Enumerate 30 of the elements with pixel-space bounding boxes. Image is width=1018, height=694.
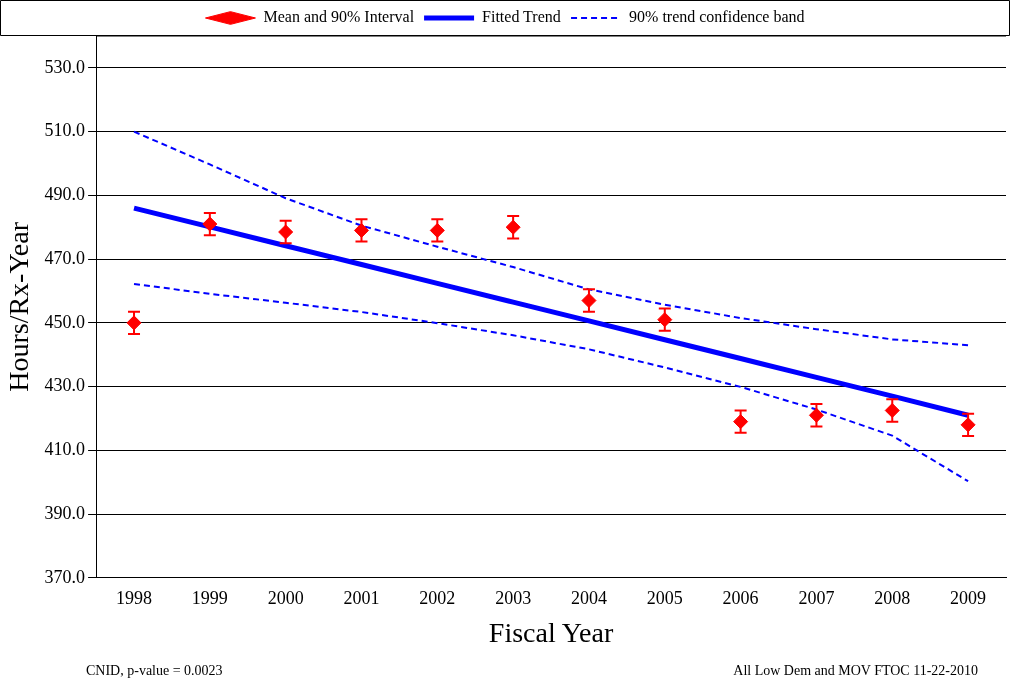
x-tick-label: 2006 (722, 588, 759, 609)
y-tick-label: 470.0 (44, 247, 86, 268)
legend-label: 90% trend confidence band (629, 8, 805, 26)
x-tick-label: 2009 (950, 588, 987, 609)
x-tick-label: 2004 (570, 588, 607, 609)
x-tick-label: 1999 (191, 588, 228, 609)
y-tick-label: 390.0 (44, 502, 86, 523)
x-tick-label: 2007 (798, 588, 835, 609)
x-tick-label: 2003 (495, 588, 532, 609)
y-tick-label: 410.0 (44, 439, 86, 460)
legend-label: Mean and 90% Interval (263, 8, 415, 26)
x-tick-label: 2005 (646, 588, 683, 609)
legend-label: Fitted Trend (482, 8, 561, 26)
y-tick-label: 530.0 (44, 56, 86, 77)
y-tick-label: 370.0 (44, 566, 86, 587)
y-tick-label: 490.0 (44, 184, 86, 205)
text: CNID, p-value = 0.0023 (86, 663, 223, 679)
x-axis-title: Fiscal Year (488, 616, 614, 648)
x-tick-label: 2002 (419, 588, 456, 609)
y-tick-label: 450.0 (44, 311, 86, 332)
y-axis-title: Hours/Rx-Year (3, 221, 35, 392)
line-series (133, 282, 970, 483)
x-tick-label: 2000 (267, 588, 304, 609)
x-tick-label: 2001 (343, 588, 380, 609)
x-tick-label: 1998 (116, 588, 153, 609)
text: All Low Dem and MOV FTOC 11-22-2010 (733, 663, 978, 679)
y-tick-label: 510.0 (44, 120, 86, 141)
y-tick-label: 430.0 (44, 375, 86, 396)
line-series (133, 130, 970, 347)
x-tick-label: 2008 (874, 588, 911, 609)
